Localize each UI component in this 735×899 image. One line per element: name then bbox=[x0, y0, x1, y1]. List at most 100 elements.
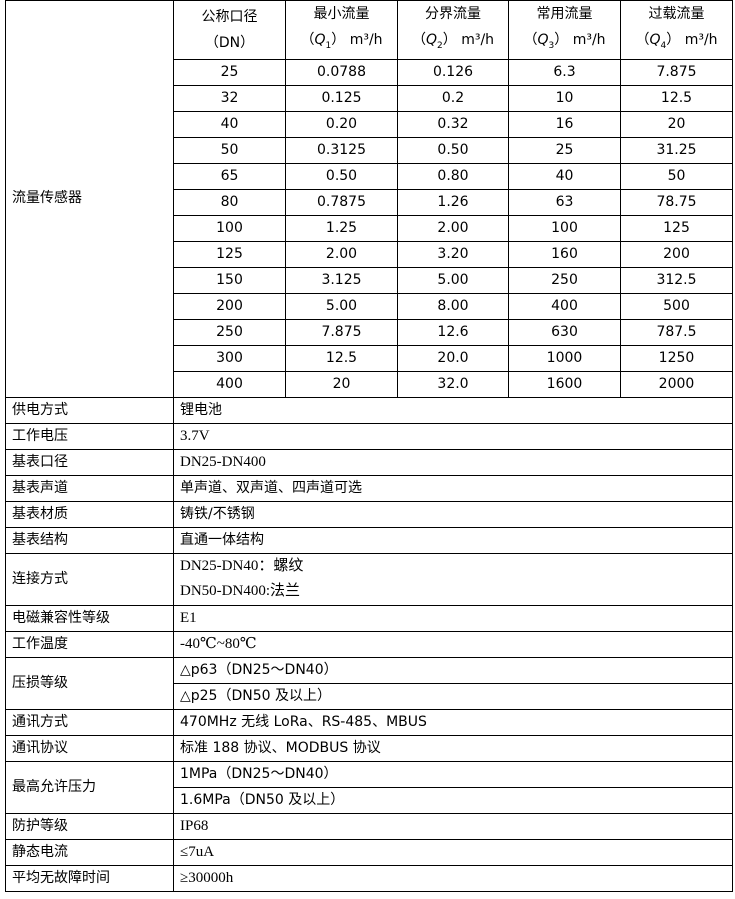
symbol-subscript: 1 bbox=[325, 40, 332, 51]
spec-value: IP68 bbox=[173, 812, 733, 840]
table-cell: 25 bbox=[508, 136, 621, 164]
table-cell: 3.20 bbox=[397, 240, 509, 268]
spec-row: 供电方式 锂电池 bbox=[5, 396, 733, 424]
spec-label: 基表材质 bbox=[5, 500, 174, 528]
column-header-unit: （Q2） m³/h bbox=[411, 32, 495, 51]
spec-row: 压损等级 △p63（DN25～DN40） bbox=[5, 656, 733, 710]
spec-row: 防护等级 IP68 bbox=[5, 812, 733, 840]
spec-label: 压损等级 bbox=[5, 656, 174, 710]
spec-value: E1 bbox=[173, 604, 733, 632]
spec-label: 基表口径 bbox=[5, 448, 174, 476]
table-cell: 125 bbox=[620, 214, 733, 242]
spec-value: 3.7V bbox=[173, 422, 733, 450]
spec-row: 静态电流 ≤7uA bbox=[5, 838, 733, 866]
spec-label: 基表声道 bbox=[5, 474, 174, 502]
table-cell: 0.32 bbox=[397, 110, 509, 138]
column-header-unit: （Q4） m³/h bbox=[635, 32, 718, 51]
column-header-unit: （DN） bbox=[175, 30, 285, 56]
spec-value: △p63（DN25～DN40） bbox=[173, 656, 733, 684]
table-cell: 20 bbox=[620, 110, 733, 138]
spec-label: 平均无故障时间 bbox=[5, 864, 174, 892]
unit-text: m³/h bbox=[349, 32, 383, 48]
table-row: 300 12.5 20.0 1000 1250 bbox=[6, 344, 733, 372]
table-cell: 100 bbox=[173, 214, 286, 242]
table-cell: 160 bbox=[508, 240, 621, 268]
table-cell: 0.3125 bbox=[285, 136, 398, 164]
spec-value: 单声道、双声道、四声道可选 bbox=[173, 474, 733, 502]
table-cell: 40 bbox=[508, 162, 621, 190]
unit-text: m³/h bbox=[461, 32, 495, 48]
spec-value: 铸铁/不锈钢 bbox=[173, 500, 733, 528]
table-cell: 20.0 bbox=[397, 344, 509, 372]
table-cell: 40 bbox=[173, 110, 286, 138]
spec-label: 静态电流 bbox=[5, 838, 174, 866]
table-cell: 2.00 bbox=[397, 214, 509, 242]
column-header: 分界流量 （Q2） m³/h bbox=[397, 0, 509, 60]
spec-table: 流量传感器 公称口径 （DN） 最小流量 （Q1） m³/h 分界流量 （Q2） m³/h 常… bbox=[5, 0, 733, 892]
table-cell: 8.00 bbox=[397, 292, 509, 320]
spec-label: 工作温度 bbox=[5, 630, 174, 658]
column-header-unit: （Q3） m³/h bbox=[523, 32, 606, 51]
table-cell: 630 bbox=[508, 318, 621, 346]
table-cell: 31.25 bbox=[620, 136, 733, 164]
spec-row: 平均无故障时间 ≥30000h bbox=[5, 864, 733, 892]
table-cell: 5.00 bbox=[285, 292, 398, 320]
spec-row: 基表材质 铸铁/不锈钢 bbox=[5, 500, 733, 528]
symbol-subscript: 4 bbox=[660, 40, 667, 51]
table-cell: 12.6 bbox=[397, 318, 509, 346]
table-cell: 7.875 bbox=[285, 318, 398, 346]
table-cell: 2000 bbox=[620, 370, 733, 398]
spec-row: 通讯协议 标准 188 协议、MODBUS 协议 bbox=[5, 734, 733, 762]
symbol: Q bbox=[649, 32, 661, 48]
symbol-subscript: 2 bbox=[437, 40, 443, 51]
spec-label: 通讯协议 bbox=[5, 734, 174, 762]
table-cell: 400 bbox=[508, 292, 621, 320]
column-header-title: 分界流量 bbox=[425, 6, 481, 22]
table-cell: 0.80 bbox=[397, 162, 509, 190]
column-header-title: 过载流量 bbox=[648, 6, 705, 22]
table-cell: 787.5 bbox=[620, 318, 733, 346]
spec-label: 防护等级 bbox=[5, 812, 174, 840]
spec-row: 通讯方式 470MHz 无线 LoRa、RS-485、MBUS bbox=[5, 708, 733, 736]
spec-value: DN25-DN40：螺纹 DN50-DN400:法兰 bbox=[173, 552, 733, 606]
symbol: Q bbox=[314, 32, 326, 48]
table-cell: 2.00 bbox=[285, 240, 398, 268]
table-cell: 1000 bbox=[508, 344, 621, 372]
table-cell: 500 bbox=[620, 292, 733, 320]
table-cell: 1250 bbox=[620, 344, 733, 372]
column-header-unit: （Q1） m³/h bbox=[300, 32, 383, 51]
spec-row: 工作电压 3.7V bbox=[5, 422, 733, 450]
column-header: 最小流量 （Q1） m³/h bbox=[285, 0, 398, 60]
table-cell: 0.2 bbox=[397, 84, 509, 112]
table-row: 40 0.20 0.32 16 20 bbox=[6, 110, 733, 138]
table-row: 250 7.875 12.6 630 787.5 bbox=[6, 318, 733, 346]
spec-label: 工作电压 bbox=[5, 422, 174, 450]
table-cell: 200 bbox=[620, 240, 733, 268]
unit-text: m³/h bbox=[684, 32, 718, 48]
spec-label: 电磁兼容性等级 bbox=[5, 604, 174, 632]
table-row: 65 0.50 0.80 40 50 bbox=[6, 162, 733, 190]
flow-sensor-label: 流量传感器 bbox=[5, 0, 174, 398]
spec-row: 最高允许压力 1MPa（DN25～DN40） bbox=[5, 760, 733, 814]
spec-label: 供电方式 bbox=[5, 396, 174, 424]
table-cell: 63 bbox=[508, 188, 621, 216]
spec-row: 1.6MPa（DN50 及以上） bbox=[6, 786, 733, 814]
table-cell: 1.25 bbox=[285, 214, 398, 242]
table-cell: 400 bbox=[173, 370, 286, 398]
table-cell: 3.125 bbox=[285, 266, 398, 294]
spec-value: DN25-DN400 bbox=[173, 448, 733, 476]
table-row: 32 0.125 0.2 10 12.5 bbox=[6, 84, 733, 112]
table-cell: 0.126 bbox=[397, 58, 509, 86]
spec-value: 锂电池 bbox=[173, 396, 733, 424]
table-cell: 312.5 bbox=[620, 266, 733, 294]
table-cell: 125 bbox=[173, 240, 286, 268]
table-cell: 0.7875 bbox=[285, 188, 398, 216]
spec-label: 通讯方式 bbox=[5, 708, 174, 736]
spec-value: -40℃~80℃ bbox=[173, 630, 733, 658]
table-row: 50 0.3125 0.50 25 31.25 bbox=[6, 136, 733, 164]
column-header: 常用流量 （Q3） m³/h bbox=[508, 0, 621, 60]
table-cell: 50 bbox=[620, 162, 733, 190]
spec-row: 基表口径 DN25-DN400 bbox=[5, 448, 733, 476]
spec-value-line: DN25-DN40：螺纹 bbox=[180, 558, 304, 575]
table-cell: 12.5 bbox=[285, 344, 398, 372]
